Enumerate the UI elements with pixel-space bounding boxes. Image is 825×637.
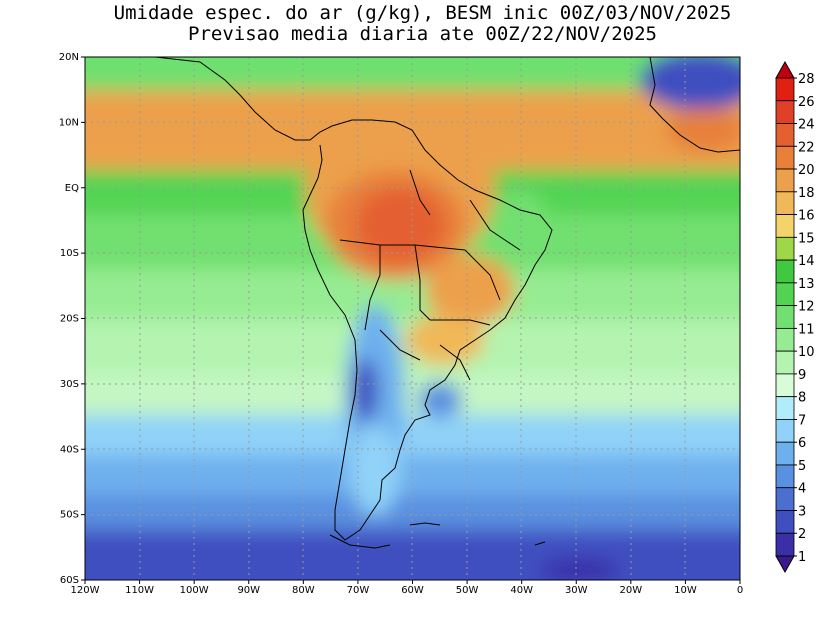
coastlines [154,57,740,549]
colorbar-label: 24 [798,118,815,133]
lon-tick-label: 100W [180,585,209,596]
chart-title-line2: Previsao media diaria ate 00Z/22/NOV/202… [188,23,657,45]
lon-tick-label: 70W [347,585,370,596]
lon-tick-label: 0 [737,585,743,596]
colorbar-swatch [775,145,795,170]
colorbar-label: 28 [798,72,815,87]
colorbar-label: 6 [798,436,806,451]
lon-tick-label: 90W [237,585,260,596]
colorbar-swatch [775,373,795,398]
lon-tick-label: 40W [510,585,533,596]
colorbar-label: 13 [798,277,815,292]
colorbar-bottom-arrow [775,555,795,574]
colorbar-swatch [775,123,795,147]
lat-tick-label: 20S [60,314,79,325]
lon-tick-label: 60W [401,585,424,596]
colorbar-swatch [775,282,795,307]
colorbar-swatch [775,327,795,352]
colorbar-label: 10 [798,345,815,360]
colorbar-label: 14 [798,254,815,269]
colorbar-label: 15 [798,231,815,246]
colorbar-swatch [775,510,795,534]
lat-tick-label: EQ [65,183,79,194]
lat-tick-label: 60S [60,575,79,586]
colorbar-swatch [775,305,795,329]
humidity-field [85,57,740,580]
colorbar-label: 18 [798,186,815,201]
colorbar-swatch [775,441,795,466]
colorbar-swatch [775,464,795,489]
lon-tick-label: 80W [292,585,315,596]
lat-tick-label: 10N [59,117,79,128]
colorbar-label: 2 [798,527,806,542]
colorbar-swatch [775,214,795,238]
colorbar-label: 1 [798,550,806,565]
colorbar-label: 8 [798,391,806,406]
colorbar-swatch [775,350,795,375]
colorbar-label: 16 [798,209,815,224]
colorbar-label: 20 [798,163,815,178]
colorbar-swatch [775,236,795,261]
lon-tick-label: 10W [674,585,697,596]
colorbar-swatch [775,419,795,443]
lon-tick-label: 110W [125,585,154,596]
colorbar-swatch [775,396,795,420]
lat-tick-label: 20N [59,52,79,63]
lon-tick-label: 30W [565,585,588,596]
colorbar-swatch [775,532,795,557]
colorbar-swatch [775,487,795,511]
lat-tick-label: 40S [60,444,79,455]
colorbar-label: 12 [798,300,815,315]
colorbar-label: 4 [798,482,806,497]
colorbar-label: 11 [798,322,815,337]
lat-tick-label: 50S [60,510,79,521]
colorbar-label: 26 [798,95,815,110]
colorbar-swatch [775,100,795,124]
lon-tick-label: 120W [71,585,100,596]
chart-title-line1: Umidade espec. do ar (g/kg), BESM inic 0… [113,2,732,24]
lat-tick-label: 10S [60,248,79,259]
colorbar-swatch [775,259,795,284]
colorbar-label: 3 [798,504,806,519]
colorbar-label: 5 [798,459,806,474]
colorbar-swatch [775,77,795,102]
lon-tick-label: 20W [620,585,643,596]
lat-tick-label: 30S [60,379,79,390]
lon-tick-label: 50W [456,585,479,596]
colorbar-swatch [775,191,795,215]
colorbar-label: 7 [798,413,806,428]
colorbar-label: 22 [798,140,815,155]
colorbar-top-arrow [775,60,795,79]
colorbar-label: 9 [798,368,806,383]
colorbar-swatch [775,168,795,193]
map-gridlines [85,57,740,580]
